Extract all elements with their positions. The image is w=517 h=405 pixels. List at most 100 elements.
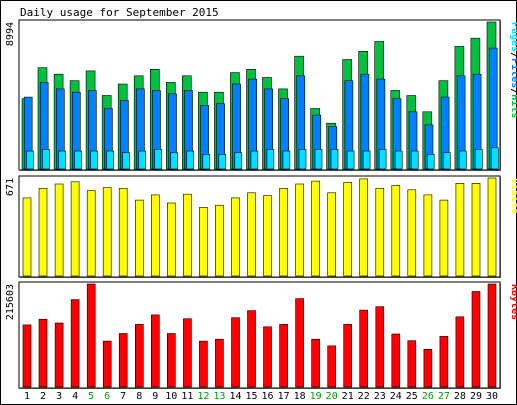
x-tick-label-day-26: 26	[422, 391, 434, 402]
bar-visits-day-12	[199, 207, 208, 277]
x-tick-label-day-7: 7	[120, 391, 126, 402]
bar-kbytes-day-14	[231, 317, 240, 388]
bar-kbytes-day-30	[487, 283, 497, 388]
x-tick-label-day-8: 8	[136, 391, 142, 402]
bar-visits-day-18	[295, 183, 304, 277]
bar-pages-day-26	[426, 154, 435, 170]
x-tick-label-day-21: 21	[342, 391, 354, 402]
bar-pages-day-18	[298, 149, 307, 170]
bar-visits-day-3	[54, 183, 64, 277]
bar-pages-day-24	[394, 150, 403, 170]
x-tick-label-day-27: 27	[438, 391, 450, 402]
bar-pages-day-30	[491, 147, 499, 170]
panel-hits-files-pages-legend-label: Pages/Files/Hits	[509, 22, 517, 118]
x-tick-label-day-9: 9	[152, 391, 158, 402]
bar-visits-day-16	[263, 195, 272, 277]
series-files	[23, 47, 498, 170]
bar-visits-day-4	[70, 181, 80, 277]
bar-kbytes-day-29	[471, 291, 481, 388]
bar-pages-day-2	[42, 149, 50, 170]
bar-kbytes-day-20	[327, 345, 337, 388]
bar-pages-day-25	[410, 150, 419, 170]
bar-pages-day-10	[170, 152, 178, 170]
panel-hits-files-pages-max-label: 8994	[5, 22, 16, 46]
x-tick-label-day-17: 17	[278, 391, 290, 402]
bar-visits-day-7	[118, 188, 128, 277]
bar-pages-day-22	[362, 150, 371, 170]
bar-pages-day-11	[186, 150, 194, 170]
bar-visits-day-10	[167, 202, 176, 277]
x-tick-label-day-3: 3	[56, 391, 62, 402]
x-tick-label-day-4: 4	[72, 391, 78, 402]
bar-kbytes-day-27	[439, 336, 449, 388]
bar-kbytes-day-6	[102, 340, 112, 388]
x-tick-label-day-18: 18	[294, 391, 306, 402]
x-tick-label-day-5: 5	[88, 391, 94, 402]
bar-kbytes-day-15	[247, 310, 256, 388]
bar-kbytes-day-28	[455, 316, 465, 388]
bar-visits-day-15	[247, 192, 256, 277]
x-tick-label-day-25: 25	[406, 391, 418, 402]
bar-kbytes-day-13	[215, 338, 224, 388]
legend-part-0: Pages	[509, 22, 517, 52]
x-tick-label-day-14: 14	[229, 391, 241, 402]
bar-kbytes-day-21	[343, 324, 353, 388]
bar-visits-day-24	[391, 185, 401, 277]
bar-pages-day-12	[202, 154, 211, 170]
x-tick-label-day-2: 2	[40, 391, 46, 402]
x-tick-label-day-15: 15	[245, 391, 257, 402]
bar-kbytes-day-11	[183, 318, 192, 388]
bar-pages-day-7	[122, 152, 130, 170]
bar-pages-day-17	[282, 150, 291, 170]
panel-visits-legend-label: Visits	[509, 178, 517, 214]
bar-pages-day-23	[378, 149, 387, 170]
bar-visits-day-25	[407, 189, 417, 277]
bar-kbytes-day-8	[135, 324, 144, 388]
bar-pages-day-5	[90, 150, 98, 170]
bar-visits-day-26	[423, 194, 433, 277]
bar-visits-day-5	[86, 190, 96, 277]
bar-pages-day-1	[26, 150, 34, 170]
legend-part-3: /	[509, 88, 517, 94]
bar-pages-day-20	[330, 149, 339, 170]
bar-kbytes-day-2	[38, 318, 48, 388]
bar-visits-day-11	[183, 193, 192, 277]
bar-kbytes-day-10	[167, 333, 176, 388]
bar-pages-day-9	[154, 149, 162, 170]
bar-visits-day-21	[343, 182, 353, 277]
x-tick-label-day-16: 16	[261, 391, 273, 402]
x-tick-label-day-10: 10	[165, 391, 177, 402]
panel-kbytes-frame	[18, 281, 501, 389]
bar-kbytes-day-7	[118, 333, 128, 388]
bar-pages-day-29	[474, 149, 483, 170]
x-tick-label-day-28: 28	[454, 391, 466, 402]
bar-visits-day-14	[231, 197, 240, 277]
x-tick-label-day-12: 12	[197, 391, 209, 402]
panel-visits-max-label: 671	[5, 178, 16, 196]
bar-visits-day-2	[38, 188, 48, 277]
legend-part-2: Files	[509, 58, 517, 88]
panel-visits-frame	[18, 175, 501, 278]
bar-kbytes-day-25	[407, 340, 417, 388]
bar-pages-day-4	[74, 150, 82, 170]
bar-pages-day-3	[58, 150, 66, 170]
x-tick-label-day-6: 6	[104, 391, 110, 402]
bar-kbytes-day-18	[295, 298, 304, 388]
legend-part-4: Hits	[509, 94, 517, 118]
panel-kbytes-max-label: 215603	[5, 284, 16, 320]
series-visits	[22, 177, 497, 277]
bar-pages-day-8	[138, 150, 146, 170]
bar-visits-day-13	[215, 204, 224, 277]
bar-visits-day-28	[455, 183, 465, 277]
chart-title: Daily usage for September 2015	[20, 6, 219, 19]
bar-visits-day-22	[359, 178, 369, 277]
legend-part-1: /	[509, 52, 517, 58]
bar-pages-day-19	[314, 149, 323, 170]
bar-pages-day-27	[442, 152, 451, 170]
bar-visits-day-17	[279, 188, 288, 277]
bar-visits-day-29	[471, 183, 481, 277]
bar-visits-day-9	[151, 194, 160, 277]
bar-kbytes-day-4	[70, 299, 80, 388]
bar-visits-day-19	[311, 180, 320, 277]
